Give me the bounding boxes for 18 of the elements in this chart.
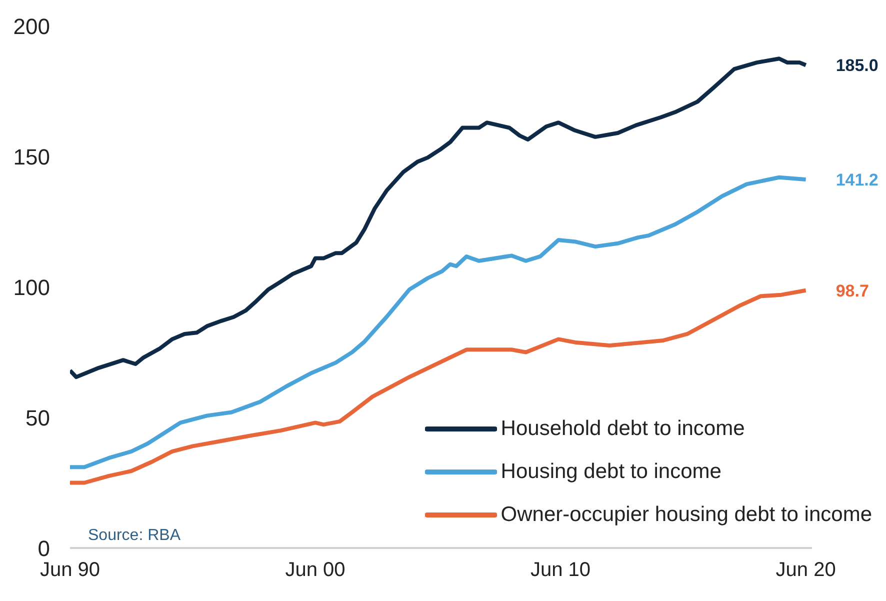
line-series — [70, 56, 808, 380]
y-tick-label: 100 — [13, 274, 50, 300]
y-tick-label: 150 — [13, 144, 50, 170]
data-label: 185.0 — [836, 56, 878, 76]
line-series — [70, 288, 808, 485]
data-label: 141.2 — [836, 170, 878, 190]
legend-label: Housing debt to income — [500, 460, 722, 484]
y-tick-label: 0 — [38, 536, 50, 561]
x-tick-label: Jun 10 — [530, 559, 591, 582]
data-label: 98.7 — [836, 281, 869, 300]
annotation: Source: RBA — [88, 527, 180, 545]
x-tick-label: Jun 90 — [40, 559, 100, 582]
x-tick-label: Jun 00 — [285, 559, 346, 582]
legend-label: Owner-occupier housing debt to income — [500, 502, 872, 526]
y-tick-label: 50 — [26, 405, 50, 430]
x-tick-label: Jun 20 — [776, 559, 836, 582]
legend-label: Household debt to income — [500, 416, 745, 440]
y-tick-label: 200 — [13, 14, 50, 39]
